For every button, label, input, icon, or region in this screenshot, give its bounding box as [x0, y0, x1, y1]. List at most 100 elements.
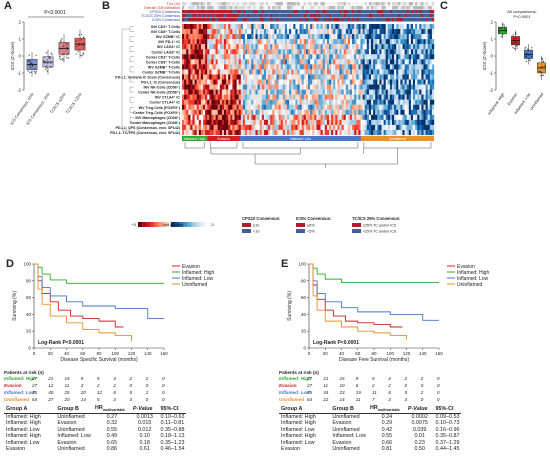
heatmap-cell [268, 109, 271, 115]
heatmap-cell [226, 34, 229, 40]
heatmap-cell [236, 99, 239, 105]
heatmap-cell [205, 39, 208, 45]
heatmap-cell [238, 114, 241, 120]
heatmap-cell [203, 69, 206, 75]
heatmap-cell [284, 74, 288, 80]
heatmap-cell [240, 119, 244, 126]
heatmap-cell [322, 69, 325, 75]
annotation-cell [360, 2, 363, 6]
heatmap-cell [425, 69, 428, 75]
heatmap-cell [333, 59, 336, 65]
annotation-cell [400, 18, 403, 22]
heatmap-cell [419, 119, 422, 126]
heatmap-cell [188, 79, 191, 85]
heatmap-cell [339, 29, 342, 35]
heatmap-cell [228, 59, 231, 65]
heatmap-cell [295, 74, 298, 80]
heatmap-cell [341, 49, 344, 55]
heatmap-cell [354, 34, 357, 40]
heatmap-cell [200, 54, 204, 60]
heatmap-cell [232, 39, 235, 45]
comparison-pvalue: P<0.0001 [513, 14, 531, 19]
legend-item: Inflamed: High [457, 270, 489, 276]
heatmap-cell [329, 124, 332, 131]
heatmap-cell [318, 44, 321, 50]
heatmap-cell [221, 124, 225, 131]
heatmap-cell [293, 29, 296, 35]
logrank-pvalue: Log-Rank P<0.0001 [38, 340, 84, 346]
annotation-cell [190, 10, 193, 14]
heatmap-cell [289, 79, 292, 85]
heatmap-cell [184, 124, 187, 131]
heatmap-cell [253, 104, 256, 110]
heatmap-cell [253, 119, 256, 126]
heatmap-cell [377, 49, 380, 55]
heatmap-cell [276, 74, 279, 80]
annotation-cell [211, 18, 214, 22]
heatmap-cell [356, 49, 359, 55]
hr-table-d: Group A Group B HRmultivariable P-Value 95%-… [4, 405, 187, 452]
heatmap-cell [253, 109, 256, 115]
heatmap-cell [190, 84, 193, 90]
heatmap-cell [276, 104, 279, 110]
heatmap-cell [360, 74, 363, 80]
annotation-cell [211, 10, 214, 14]
annotation-cell [234, 14, 237, 18]
data-point [27, 70, 29, 72]
heatmap-cell [287, 59, 290, 65]
heatmap-cell [184, 24, 187, 30]
annotation-cell [278, 2, 281, 6]
heatmap-cell [423, 79, 426, 85]
heatmap-cell [358, 39, 361, 45]
annotation-cell [203, 10, 206, 14]
data-point [60, 39, 62, 41]
heatmap-cell [255, 89, 258, 95]
data-point [44, 68, 47, 71]
heatmap-cell [240, 29, 244, 35]
heatmap-cell [371, 44, 374, 50]
hr-table-row: Inflamed: Low Evasion 0.66 0.23 0.37–1.29 [279, 439, 461, 446]
heatmap-cell [345, 54, 349, 60]
annotation-cell [364, 18, 367, 22]
annotation-cell [259, 10, 262, 14]
data-point [50, 52, 52, 54]
heatmap-cell [301, 54, 304, 60]
heatmap-cell [371, 69, 374, 75]
heatmap-cell [364, 39, 367, 45]
heatmap-cell [186, 69, 189, 75]
heatmap-cell [347, 44, 351, 50]
annotation-cell [282, 14, 286, 18]
heatmap-cell [400, 59, 403, 65]
heatmap-cell [362, 129, 365, 136]
y-tick-label: 0 [28, 346, 31, 351]
heatmap-cell [333, 74, 336, 80]
heatmap-cell [350, 119, 353, 126]
heatmap-cell [324, 69, 328, 75]
heatmap-cell [339, 84, 342, 90]
heatmap-cell [400, 74, 403, 80]
heatmap-cell [276, 29, 279, 35]
heatmap-cell [387, 129, 391, 136]
heatmap-cell [404, 129, 407, 136]
heatmap-cell [417, 84, 420, 90]
heatmap-cell [324, 104, 328, 110]
heatmap-cell [354, 54, 357, 60]
annotation-cell [387, 2, 391, 6]
heatmap-cell [362, 49, 365, 55]
heatmap-cell [410, 114, 414, 120]
heatmap-cell [240, 99, 244, 105]
heatmap-cell [200, 44, 204, 50]
annotation-cell [228, 14, 231, 18]
x-tick-label: 20 [323, 351, 329, 356]
heatmap-cell [203, 29, 206, 35]
data-point [528, 58, 531, 60]
heatmap-cell [402, 24, 405, 30]
heatmap-cell [266, 109, 269, 115]
legend-item: Evasion [182, 264, 200, 270]
annotation-cell [255, 6, 258, 10]
heatmap-cell [278, 64, 281, 70]
annotation-cell [308, 6, 311, 10]
heatmap-cell [236, 129, 239, 136]
heatmap-cell [234, 54, 237, 60]
data-point [505, 30, 507, 32]
